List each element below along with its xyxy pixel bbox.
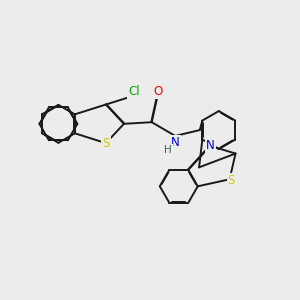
- Text: O: O: [153, 85, 162, 98]
- Text: H: H: [164, 145, 172, 155]
- Text: S: S: [102, 136, 110, 150]
- Text: N: N: [206, 139, 215, 152]
- Text: S: S: [227, 174, 235, 188]
- Text: N: N: [171, 136, 180, 149]
- Text: Cl: Cl: [128, 85, 140, 98]
